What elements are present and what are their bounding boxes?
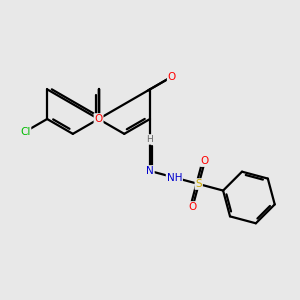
Text: NH: NH	[167, 172, 182, 182]
Text: O: O	[94, 114, 103, 124]
Text: N: N	[146, 166, 154, 176]
Text: Cl: Cl	[20, 127, 31, 136]
Text: O: O	[188, 202, 197, 212]
Text: H: H	[147, 135, 153, 144]
Text: S: S	[195, 179, 202, 189]
Text: O: O	[201, 156, 209, 166]
Text: O: O	[168, 72, 176, 82]
